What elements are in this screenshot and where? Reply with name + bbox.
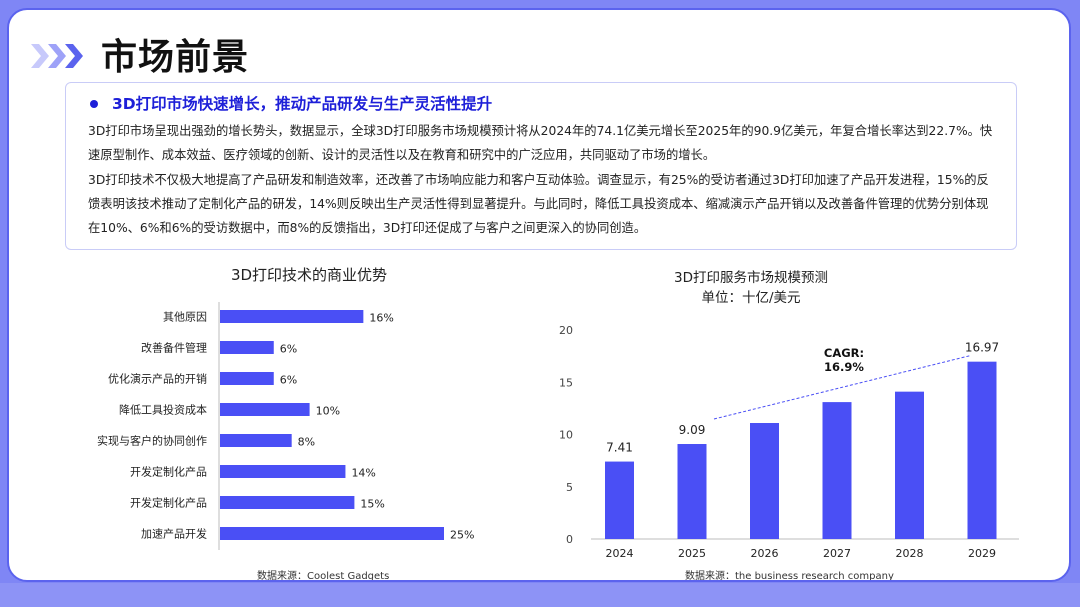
summary-paragraph-2: 3D打印技术不仅极大地提高了产品研发和制造效率，还改善了市场响应能力和客户互动体… <box>88 172 989 236</box>
category-label: 降低工具投资成本 <box>119 403 207 417</box>
bar <box>750 423 779 539</box>
summary-card: 3D打印市场快速增长，推动产品研发与生产灵活性提升 3D打印市场呈现出强劲的增长… <box>65 82 1017 250</box>
chevrons-icon <box>31 44 83 68</box>
bar <box>220 403 310 416</box>
bar <box>220 434 292 447</box>
market-chart-subtitle: 单位：十亿/美元 <box>701 290 801 306</box>
advantages-chart-source: 数据来源：Coolest Gadgets <box>257 571 390 582</box>
bar <box>895 391 924 539</box>
advantages-chart: 其他原因 16% 改善备件管理 6% 优化演示产品的开销 6% 降低工具投资成本 10% 实现与… <box>97 302 474 550</box>
value-label: 6% <box>280 343 297 356</box>
data-label: 16.97 <box>965 341 999 355</box>
page-title: 市场前景 <box>101 37 250 78</box>
cagr-trend-line <box>713 355 971 420</box>
market-chart-source: 数据来源：the business research company <box>685 571 894 582</box>
bar <box>220 310 364 323</box>
y-tick-label: 15 <box>559 376 573 389</box>
slide: 市场前景 3D打印市场快速增长，推动产品研发与生产灵活性提升 3D打印市场呈现出… <box>7 8 1071 582</box>
data-label: 9.09 <box>679 423 706 437</box>
category-label: 实现与客户的协同创作 <box>97 434 207 448</box>
bar <box>822 402 852 539</box>
data-label: 7.41 <box>606 441 633 455</box>
category-label: 其他原因 <box>163 311 207 324</box>
category-label: 开发定制化产品 <box>130 496 207 510</box>
x-tick-label: 2024 <box>606 547 634 560</box>
x-tick-label: 2027 <box>823 547 851 560</box>
cagr-annotation-value: 16.9% <box>824 360 864 374</box>
x-tick-label: 2028 <box>896 547 924 560</box>
bar <box>967 361 997 539</box>
y-tick-label: 5 <box>566 481 573 494</box>
advantages-chart-title: 3D打印技术的商业优势 <box>230 266 388 284</box>
y-tick-label: 0 <box>566 533 573 546</box>
bar <box>220 527 444 540</box>
footer-band <box>0 583 1080 607</box>
x-tick-label: 2025 <box>678 547 706 560</box>
value-label: 6% <box>280 374 297 387</box>
market-chart: 0 5 10 15 20 2024 7.41 2025 9.09 2026 2027 2028 2029… <box>559 324 1019 560</box>
value-label: 10% <box>316 405 340 418</box>
value-label: 25% <box>450 529 474 542</box>
y-tick-label: 20 <box>559 324 573 337</box>
summary-body: 3D打印市场呈现出强劲的增长势头，数据显示，全球3D打印服务市场规模预计将从20… <box>88 119 1000 240</box>
bar <box>220 496 355 509</box>
bullet-icon <box>90 100 98 108</box>
bar <box>220 465 346 478</box>
bar <box>677 444 707 539</box>
category-label: 开发定制化产品 <box>130 465 207 479</box>
category-label: 优化演示产品的开销 <box>108 372 207 386</box>
summary-paragraph-1: 3D打印市场呈现出强劲的增长势头，数据显示，全球3D打印服务市场规模预计将从20… <box>88 124 993 163</box>
x-tick-label: 2026 <box>751 547 779 560</box>
cagr-annotation-label: CAGR: <box>824 346 864 360</box>
category-label: 改善备件管理 <box>141 341 207 355</box>
summary-heading: 3D打印市场快速增长，推动产品研发与生产灵活性提升 <box>112 95 493 113</box>
x-tick-label: 2029 <box>968 547 996 560</box>
bar <box>605 461 634 539</box>
value-label: 15% <box>360 498 384 511</box>
market-chart-title: 3D打印服务市场规模预测 <box>674 270 828 286</box>
bar <box>220 372 274 385</box>
category-label: 加速产品开发 <box>141 527 207 541</box>
value-label: 14% <box>351 467 375 480</box>
y-tick-label: 10 <box>559 429 573 442</box>
bar <box>220 341 274 354</box>
value-label: 8% <box>298 436 315 449</box>
value-label: 16% <box>369 312 393 325</box>
